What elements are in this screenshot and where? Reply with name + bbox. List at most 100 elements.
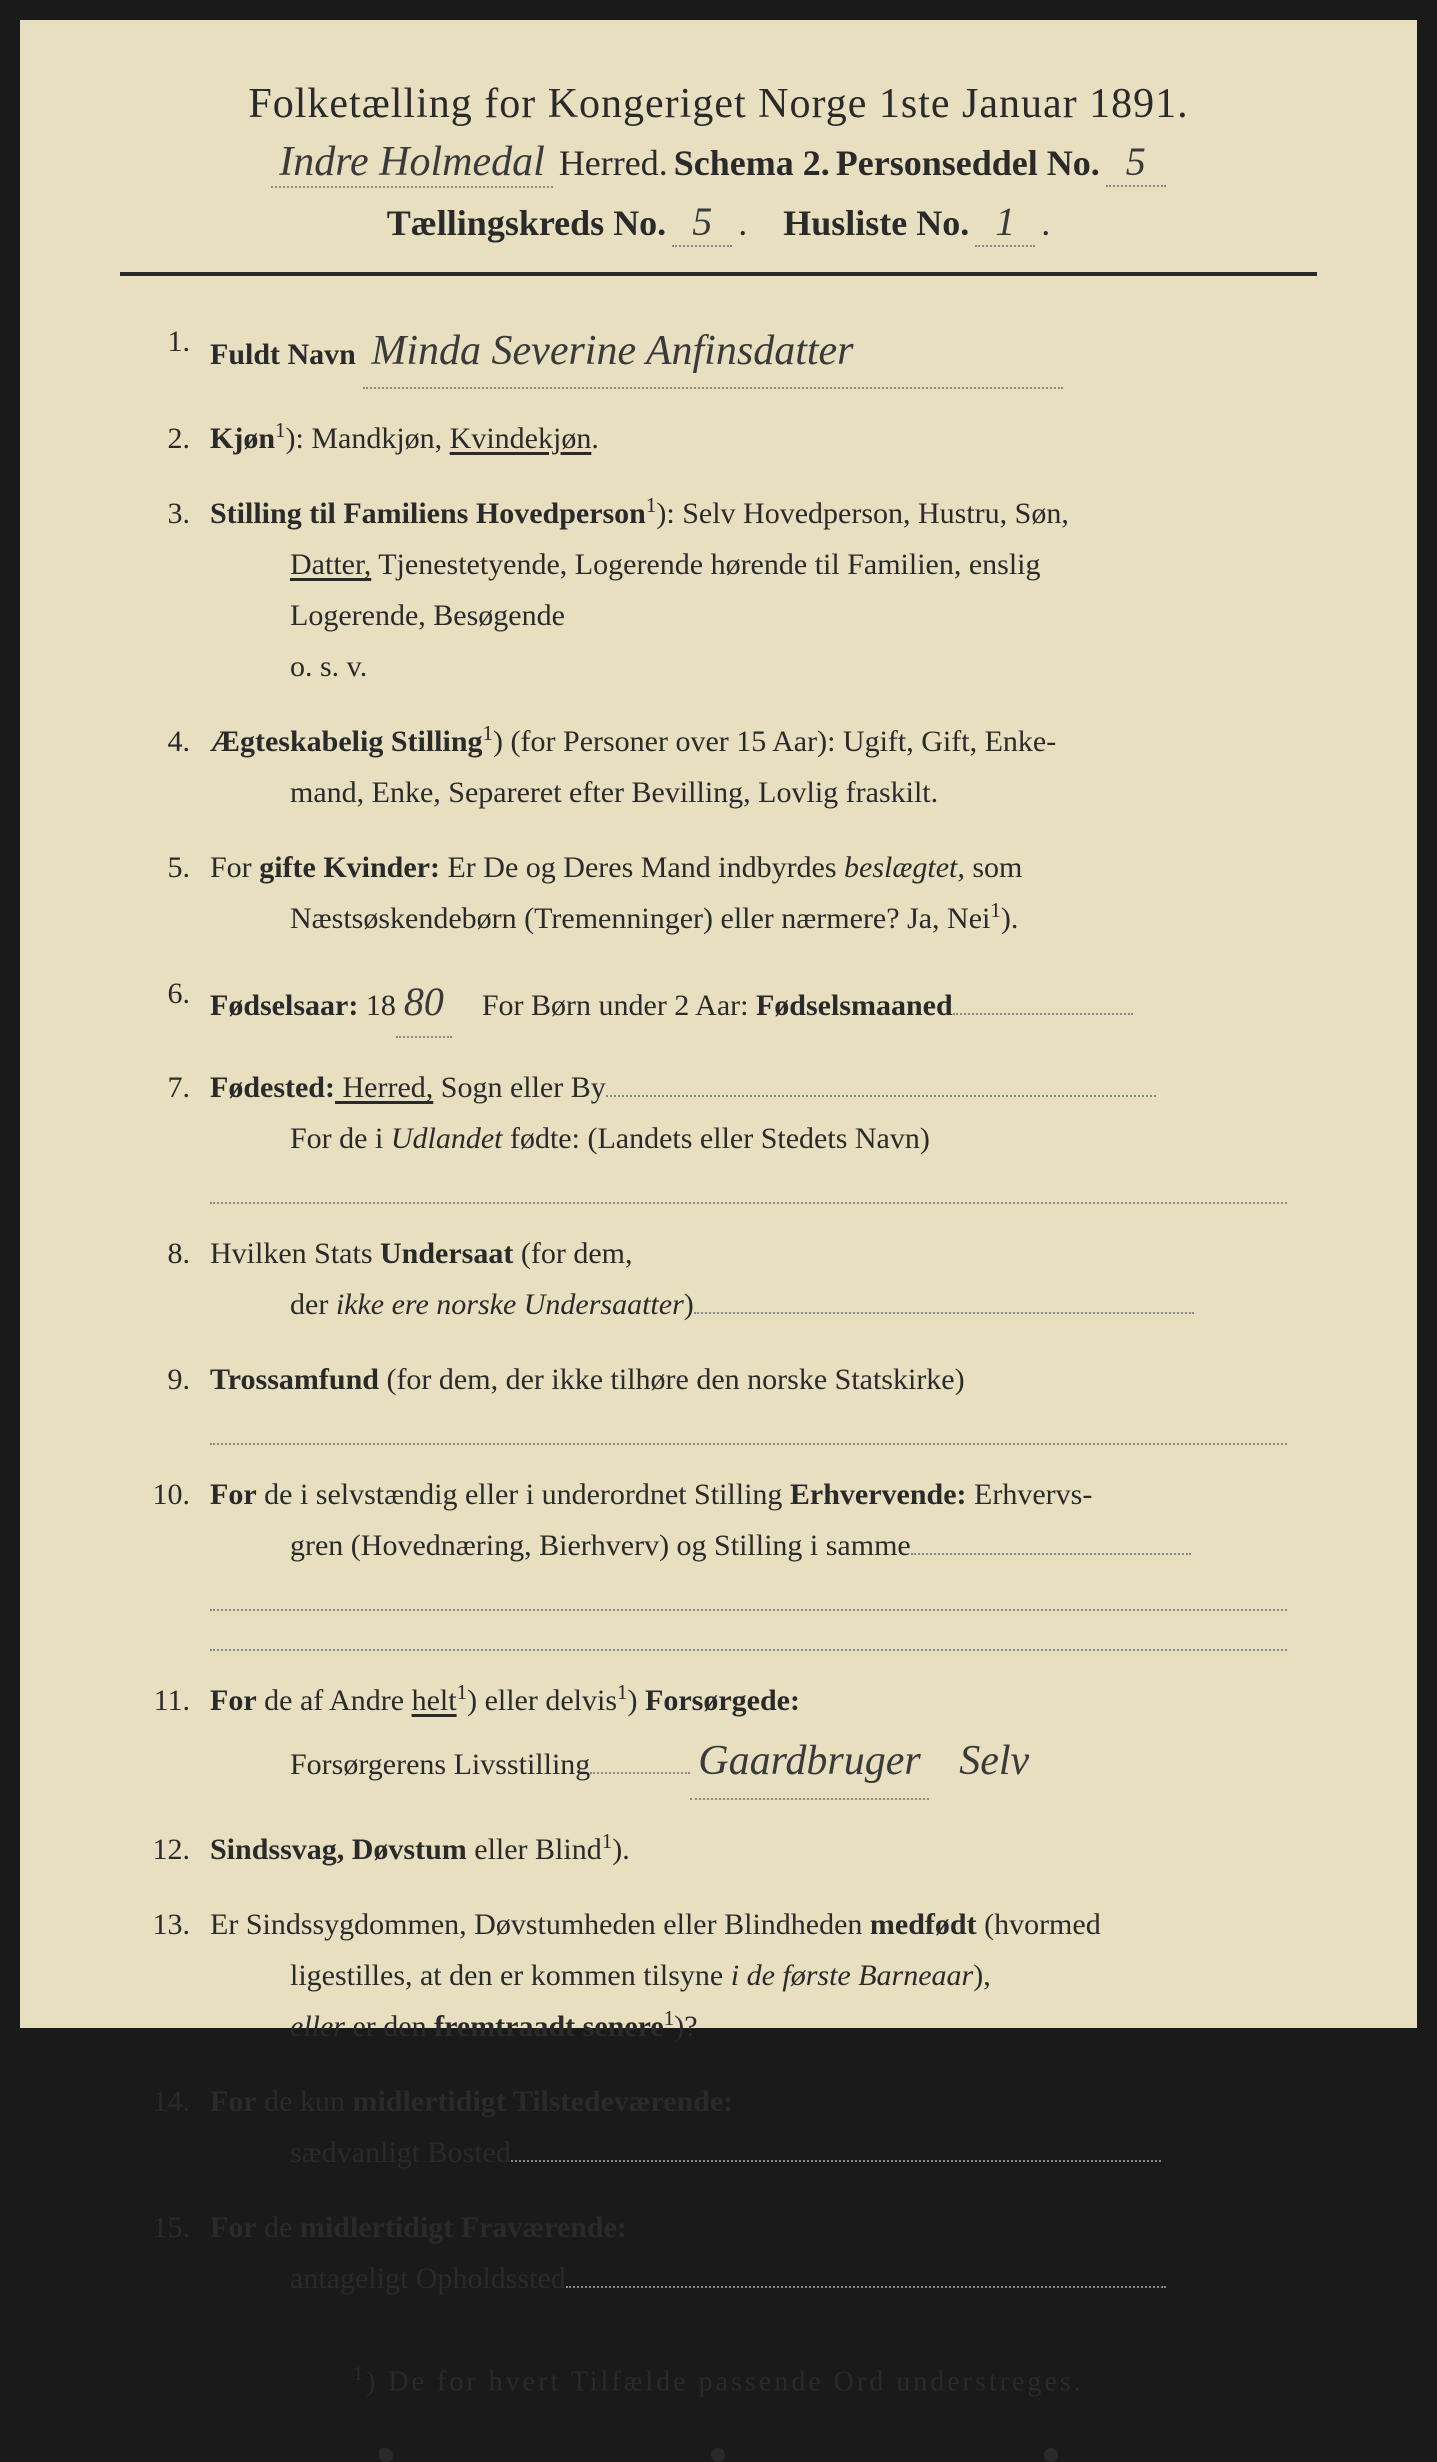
indent: antageligt Opholdssted (210, 2253, 1287, 2304)
text: Sogn eller By (433, 1071, 606, 1104)
row-num: 6. (150, 968, 210, 1038)
indent: Logerende, Besøgende (210, 590, 1287, 641)
field-label: Stilling til Familiens Hovedperson (210, 497, 646, 530)
row-content: For de kun midlertidigt Tilstedeværende:… (210, 2076, 1287, 2178)
field-label: Fødested: (210, 1071, 335, 1104)
text: der (290, 1288, 336, 1321)
row-content: Kjøn1): Mandkjøn, Kvindekjøn. (210, 413, 1287, 464)
row-num: 13. (150, 1899, 210, 2052)
text: Er De og Deres Mand indbyrdes (440, 851, 844, 884)
row-num: 12. (150, 1824, 210, 1875)
row-14: 14. For de kun midlertidigt Tilstedevære… (150, 2076, 1287, 2178)
text: er den (345, 2010, 434, 2043)
bold: midlertidigt Tilstedeværende: (352, 2085, 733, 2118)
indent: sædvanligt Bosted (210, 2127, 1287, 2178)
text: For Børn under 2 Aar: (482, 989, 756, 1022)
text: ), (973, 1959, 991, 1992)
blank (590, 1772, 690, 1774)
sup: 1 (353, 2364, 366, 2385)
row-num: 15. (150, 2202, 210, 2304)
blank-line (210, 1621, 1287, 1651)
row-11: 11. For de af Andre helt1) eller delvis1… (150, 1675, 1287, 1799)
text: ). (1001, 902, 1019, 935)
taellingskreds-no: 5 (672, 198, 732, 247)
indent: Forsørgerens LivsstillingGaardbruger Sel… (210, 1726, 1287, 1799)
italic: eller (290, 2010, 345, 2043)
selected-value: Datter, (290, 548, 371, 581)
row-num: 2. (150, 413, 210, 464)
occupation-value2: Selv (951, 1726, 1037, 1797)
text: sædvanligt Bosted (290, 2136, 511, 2169)
footnote-text: ) De for hvert Tilfælde passende Ord und… (366, 2366, 1084, 2397)
census-form-page: Folketælling for Kongeriget Norge 1ste J… (20, 20, 1417, 2028)
sup: 1 (275, 418, 286, 442)
text: Hvilken Stats (210, 1237, 380, 1270)
italic: ikke ere norske Undersaatter (336, 1288, 684, 1321)
text: Næstsøskendebørn (Tremenninger) eller næ… (290, 902, 990, 935)
row-num: 11. (150, 1675, 210, 1799)
sup: 1 (483, 721, 494, 745)
blank-field (694, 1312, 1194, 1314)
row-num: 1. (150, 316, 210, 389)
bold: Fødselsmaaned (756, 989, 953, 1022)
schema-label: Schema 2. (674, 142, 830, 184)
row-6: 6. Fødselsaar: 1880 For Børn under 2 Aar… (150, 968, 1287, 1038)
text: ) (684, 1288, 694, 1321)
row-content: Ægteskabelig Stilling1) (for Personer ov… (210, 716, 1287, 818)
form-header: Folketælling for Kongeriget Norge 1ste J… (120, 80, 1317, 247)
bold: fremtraadt senere (434, 2010, 664, 2043)
indent: der ikke ere norske Undersaatter) (210, 1279, 1287, 1330)
bold: gifte Kvinder: (259, 851, 440, 884)
row-num: 9. (150, 1354, 210, 1445)
sup: 1 (602, 1829, 613, 1853)
taellingskreds-label: Tællingskreds No. (387, 202, 666, 244)
text: ) (for Personer over 15 Aar): Ugift, Gif… (493, 725, 1056, 758)
sup: 1 (664, 2006, 675, 2030)
selected-value: Kvindekjøn (450, 422, 592, 455)
italic: Udlandet (391, 1122, 503, 1155)
row-content: Trossamfund (for dem, der ikke tilhøre d… (210, 1354, 1287, 1445)
indent: Næstsøskendebørn (Tremenninger) eller næ… (210, 893, 1287, 944)
bold: Trossamfund (210, 1363, 379, 1396)
husliste-label: Husliste No. (783, 202, 969, 244)
row-8: 8. Hvilken Stats Undersaat (for dem, der… (150, 1228, 1287, 1330)
husliste-no: 1 (975, 198, 1035, 247)
text: de kun (257, 2085, 353, 2118)
herred-label: Herred. (559, 142, 668, 184)
row-4: 4. Ægteskabelig Stilling1) (for Personer… (150, 716, 1287, 818)
indent: eller er den fremtraadt senere1)? (210, 2001, 1287, 2052)
selected: helt (412, 1684, 457, 1717)
text: de i selvstændig eller i underordnet Sti… (257, 1478, 790, 1511)
bold: midlertidigt Fraværende: (300, 2211, 627, 2244)
row-num: 10. (150, 1469, 210, 1651)
text: Forsørgerens Livsstilling (290, 1748, 590, 1781)
text: antageligt Opholdssted (290, 2262, 566, 2295)
sup: 1 (457, 1680, 468, 1704)
row-1: 1. Fuldt Navn Minda Severine Anfinsdatte… (150, 316, 1287, 389)
blank-field (953, 1013, 1133, 1015)
indent: Datter, Tjenestetyende, Logerende hørend… (210, 539, 1287, 590)
text: Tjenestetyende, Logerende hørende til Fa… (371, 548, 1040, 581)
sup: 1 (617, 1680, 628, 1704)
blank-field (606, 1095, 1156, 1097)
bold: Forsørgede: (645, 1684, 800, 1717)
punch-hole-icon (1044, 2448, 1058, 2462)
bold: Erhvervende: (790, 1478, 967, 1511)
header-line-2: Indre Holmedal Herred. Schema 2. Persons… (120, 138, 1317, 188)
row-content: For de midlertidigt Fraværende: antageli… (210, 2202, 1287, 2304)
personseddel-label: Personseddel No. (836, 142, 1100, 184)
text: For de i (290, 1122, 391, 1155)
row-10: 10. For de i selvstændig eller i underor… (150, 1469, 1287, 1651)
footnote: 1) De for hvert Tilfælde passende Ord un… (120, 2364, 1317, 2398)
punch-hole-icon (711, 2448, 725, 2462)
selected-value: Herred, (335, 1071, 433, 1104)
bold: Undersaat (380, 1237, 513, 1270)
row-content: Hvilken Stats Undersaat (for dem, der ik… (210, 1228, 1287, 1330)
bold: For (210, 1478, 257, 1511)
blank-field (566, 2286, 1166, 2288)
row-num: 4. (150, 716, 210, 818)
row-num: 8. (150, 1228, 210, 1330)
row-content: For de i selvstændig eller i underordnet… (210, 1469, 1287, 1651)
name-value: Minda Severine Anfinsdatter (363, 316, 1063, 389)
row-9: 9. Trossamfund (for dem, der ikke tilhør… (150, 1354, 1287, 1445)
